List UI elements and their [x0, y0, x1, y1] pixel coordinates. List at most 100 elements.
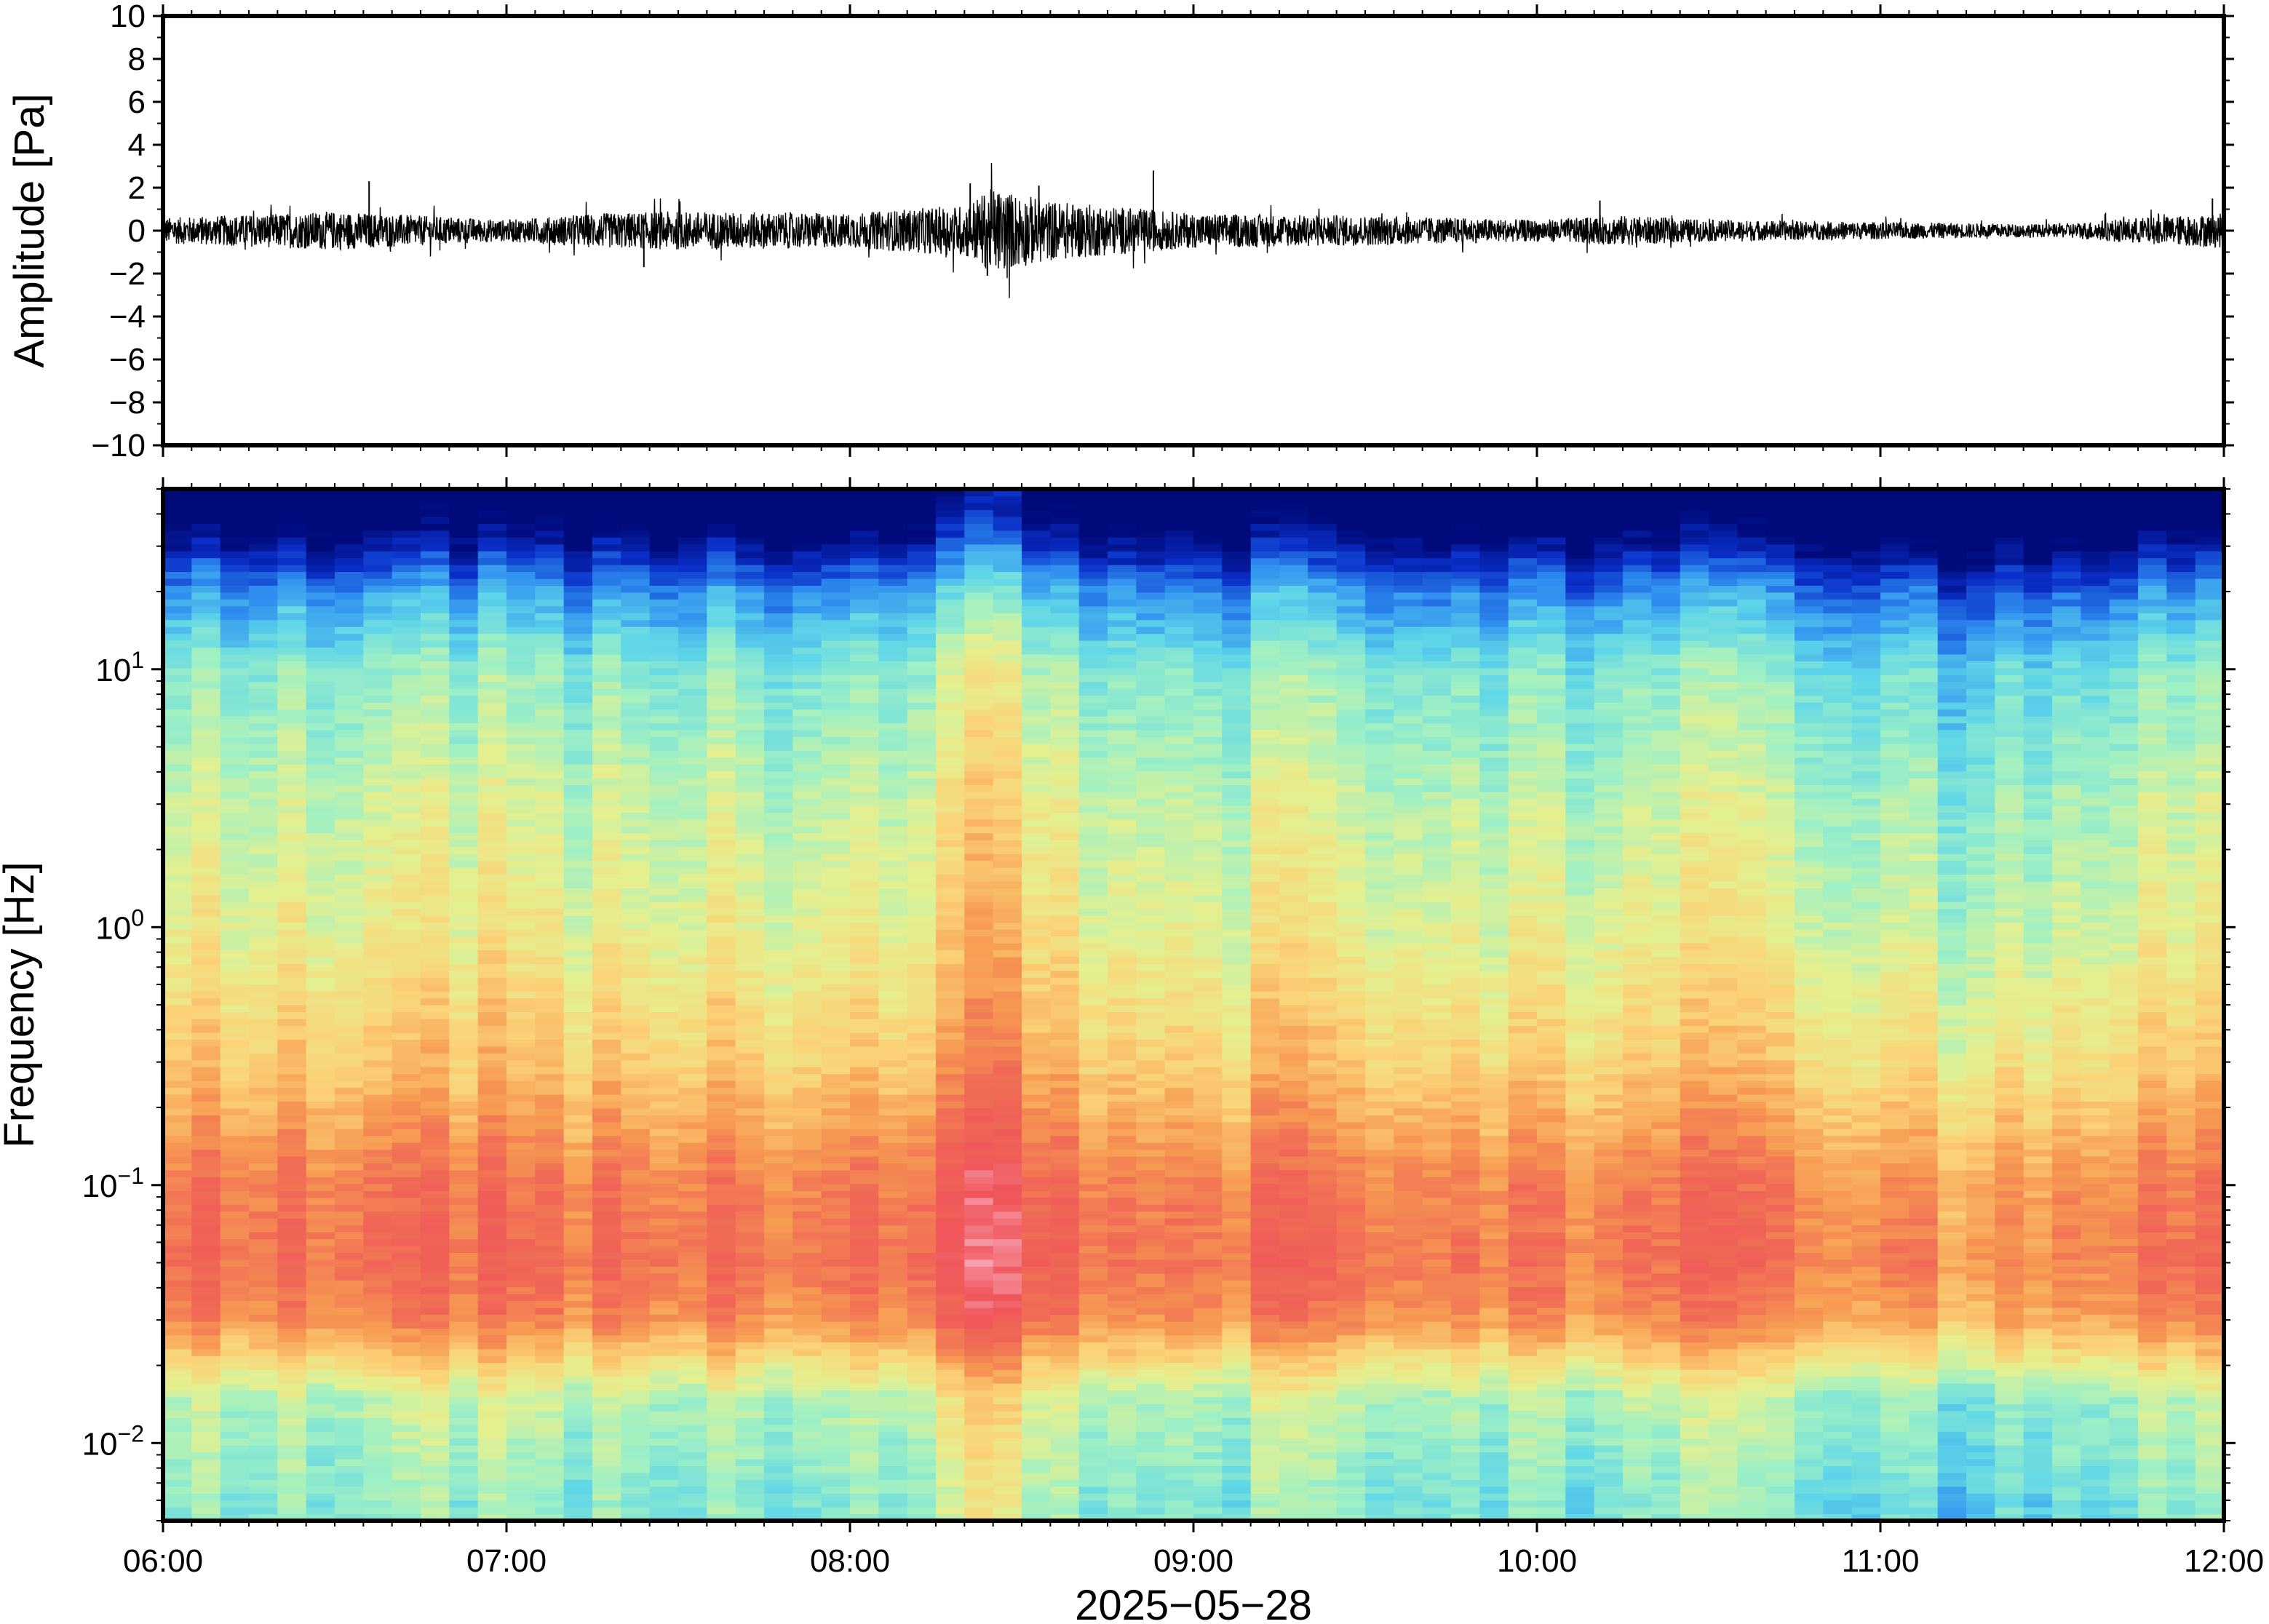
spectrogram-cell	[735, 716, 765, 724]
spectrogram-cell	[306, 1280, 335, 1288]
spectrogram-cell	[1078, 1452, 1108, 1460]
spectrogram-cell	[707, 1452, 736, 1460]
spectrogram-cell	[506, 812, 536, 820]
spectrogram-cell	[764, 1025, 793, 1033]
spectrogram-cell	[907, 489, 937, 497]
spectrogram-cell	[936, 832, 965, 840]
spectrogram-cell	[964, 853, 994, 861]
spectrogram-cell	[277, 901, 307, 909]
spectrogram-cell	[163, 1025, 192, 1033]
spectrogram-cell	[850, 1169, 879, 1177]
spectrogram-cell	[563, 874, 593, 882]
spectrogram-cell	[449, 653, 479, 661]
spectrogram-cell	[363, 1197, 393, 1205]
spectrogram-cell	[821, 1376, 851, 1384]
spectrogram-cell	[707, 1169, 736, 1177]
spectrogram-cell	[449, 1465, 479, 1473]
spectrogram-cell	[678, 956, 707, 964]
spectrogram-cell	[878, 633, 908, 641]
spectrogram-cell	[220, 832, 250, 840]
spectrogram-cell	[535, 640, 565, 648]
spectrogram-cell	[306, 1067, 335, 1075]
spectrogram-cell	[592, 585, 621, 593]
spectrogram-cell	[936, 1149, 965, 1157]
spectrogram-cell	[163, 784, 192, 792]
spectrogram-cell	[477, 1053, 507, 1061]
spectrogram-cell	[1078, 1396, 1108, 1404]
spectrogram-cell	[621, 1321, 651, 1329]
spectrogram-cell	[563, 509, 593, 517]
spectrogram-cell	[821, 1197, 851, 1205]
spectrogram-cell	[1022, 1204, 1051, 1212]
spectrogram-cell	[477, 1121, 507, 1129]
spectrogram-cell	[764, 1149, 793, 1157]
spectrogram-cell	[792, 812, 822, 820]
spectrogram-cell	[1050, 723, 1080, 731]
spectrogram-cell	[449, 565, 479, 573]
spectrogram-cell	[421, 1280, 450, 1288]
spectrogram-cell	[1050, 929, 1080, 937]
spectrogram-cell	[1022, 1059, 1051, 1067]
spectrogram-cell	[306, 647, 335, 655]
spectrogram-cell	[907, 1513, 937, 1521]
spectrogram-cell	[306, 605, 335, 613]
spectrogram-cell	[907, 667, 937, 675]
spectrogram-cell	[621, 1356, 651, 1364]
spectrogram-cell	[821, 880, 851, 888]
spectrogram-cell	[792, 1245, 822, 1253]
spectrogram-cell	[707, 1445, 736, 1453]
spectrogram-cell	[220, 1334, 250, 1342]
spectrogram-cell	[335, 1445, 364, 1453]
spectrogram-cell	[649, 901, 679, 909]
spectrogram-cell	[735, 764, 765, 772]
spectrogram-cell	[1022, 819, 1051, 827]
spectrogram-cell	[592, 716, 621, 724]
spectrogram-cell	[1078, 667, 1108, 675]
spectrogram-cell	[649, 1396, 679, 1404]
spectrogram-cell	[850, 950, 879, 958]
spectrogram-cell	[563, 1431, 593, 1439]
spectrogram-cell	[649, 592, 679, 600]
spectrogram-cell	[249, 1507, 278, 1515]
spectrogram-cell	[191, 1129, 221, 1137]
spectrogram-cell	[621, 812, 651, 820]
spectrogram-cell	[220, 1294, 250, 1302]
spectrogram-cell	[563, 1163, 593, 1171]
spectrogram-cell	[477, 1342, 507, 1350]
amplitude-tick-label: −2	[109, 256, 146, 292]
spectrogram-cell	[191, 1396, 221, 1404]
spectrogram-cell	[964, 565, 994, 573]
spectrogram-cell	[621, 1169, 651, 1177]
spectrogram-cell	[506, 1500, 536, 1508]
spectrogram-cell	[1050, 901, 1080, 909]
spectrogram-cell	[821, 1163, 851, 1171]
spectrogram-cell	[792, 557, 822, 565]
spectrogram-cell	[306, 653, 335, 661]
spectrogram-cell	[764, 633, 793, 641]
spectrogram-cell	[707, 1507, 736, 1515]
spectrogram-cell	[792, 846, 822, 854]
spectrogram-cell	[506, 1183, 536, 1191]
spectrogram-cell	[306, 1321, 335, 1329]
spectrogram-cell	[707, 1273, 736, 1281]
spectrogram-cell	[1050, 667, 1080, 675]
spectrogram-cell	[1050, 1307, 1080, 1315]
spectrogram-cell	[764, 1018, 793, 1026]
spectrogram-cell	[621, 723, 651, 731]
spectrogram-cell	[1078, 764, 1108, 772]
spectrogram-cell	[678, 1424, 707, 1432]
spectrogram-cell	[707, 1005, 736, 1013]
spectrogram-cell	[335, 585, 364, 593]
spectrogram-cell	[421, 1424, 450, 1432]
spectrogram-cell	[220, 1445, 250, 1453]
spectrogram-cell	[850, 1362, 879, 1370]
spectrogram-cell	[449, 1424, 479, 1432]
spectrogram-cell	[821, 1121, 851, 1129]
spectrogram-cell	[592, 991, 621, 999]
spectrogram-cell	[735, 709, 765, 717]
spectrogram-cell	[592, 1177, 621, 1185]
spectrogram-cell	[907, 1011, 937, 1019]
spectrogram-cell	[850, 729, 879, 737]
spectrogram-cell	[764, 936, 793, 944]
spectrogram-cell	[792, 1493, 822, 1501]
